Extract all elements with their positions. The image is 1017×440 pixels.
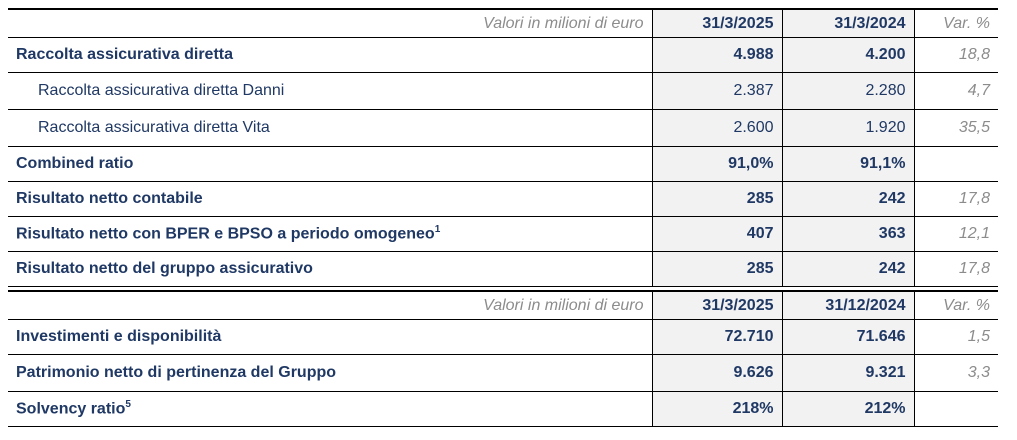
row-label: Raccolta assicurativa diretta: [8, 37, 652, 73]
footnote-marker: 5: [125, 399, 131, 411]
row-variation: 18,8: [914, 37, 998, 73]
section1-col2-header: 31/3/2024: [782, 8, 915, 38]
section2-header-row: Valori in milioni di euro 31/3/2025 31/1…: [8, 290, 998, 320]
row-value-previous: 242: [782, 181, 915, 217]
table-row: Patrimonio netto di pertinenza del Grupp…: [8, 354, 998, 392]
row-value-previous: 4.200: [782, 37, 915, 73]
row-value-previous: 71.646: [782, 319, 915, 355]
row-label: Risultato netto del gruppo assicurativo: [8, 251, 652, 287]
row-value-current: 285: [651, 181, 783, 217]
row-variation: [914, 391, 998, 427]
row-value-previous: 91,1%: [782, 146, 915, 182]
row-value-previous: 9.321: [782, 354, 915, 392]
table-row: Raccolta assicurativa diretta Vita 2.600…: [8, 109, 998, 147]
row-value-previous: 2.280: [782, 72, 915, 110]
row-value-previous: 212%: [782, 391, 915, 427]
table-row: Investimenti e disponibilità 72.710 71.6…: [8, 319, 998, 355]
row-variation: 1,5: [914, 319, 998, 355]
row-value-current: 4.988: [651, 37, 783, 73]
section2-var-header: Var. %: [914, 290, 998, 320]
row-variation: 17,8: [914, 181, 998, 217]
row-label: Risultato netto con BPER e BPSO a period…: [16, 225, 435, 243]
table-row: Combined ratio 91,0% 91,1%: [8, 146, 998, 182]
row-variation: 4,7: [914, 72, 998, 110]
row-value-previous: 363: [782, 216, 915, 252]
table-row: Raccolta assicurativa diretta 4.988 4.20…: [8, 37, 998, 73]
footnote-marker: 1: [434, 224, 441, 236]
row-label: Investimenti e disponibilità: [8, 319, 652, 355]
row-label: Risultato netto contabile: [8, 181, 652, 217]
row-value-current: 9.626: [651, 354, 783, 392]
section2-unit-label: Valori in milioni di euro: [8, 290, 653, 320]
row-label: Combined ratio: [8, 146, 652, 182]
row-label: Raccolta assicurativa diretta Vita: [8, 109, 652, 147]
row-value-previous: 1.920: [782, 109, 915, 147]
table-row: Solvency ratio5 218% 212%: [8, 391, 998, 427]
row-value-current: 72.710: [651, 319, 783, 355]
row-variation: 17,8: [914, 251, 998, 287]
row-value-current: 2.600: [651, 109, 783, 147]
section1-var-header: Var. %: [914, 8, 998, 38]
row-label-with-footnote: Risultato netto con BPER e BPSO a period…: [8, 216, 652, 252]
row-value-current: 91,0%: [651, 146, 783, 182]
financial-highlights-table-container: Valori in milioni di euro 31/3/2025 31/3…: [8, 8, 998, 427]
row-label: Patrimonio netto di pertinenza del Grupp…: [8, 354, 652, 392]
row-label-with-footnote: Solvency ratio5: [8, 391, 652, 427]
section2-col2-header: 31/12/2024: [782, 290, 915, 320]
section1-header-row: Valori in milioni di euro 31/3/2025 31/3…: [8, 8, 998, 38]
row-label: Raccolta assicurativa diretta Danni: [8, 72, 652, 110]
section1-unit-label: Valori in milioni di euro: [8, 8, 653, 38]
table-row: Risultato netto del gruppo assicurativo …: [8, 251, 998, 287]
row-value-current: 2.387: [651, 72, 783, 110]
table-row: Risultato netto con BPER e BPSO a period…: [8, 216, 998, 252]
row-variation: 35,5: [914, 109, 998, 147]
row-label: Solvency ratio: [16, 400, 126, 418]
table-row: Raccolta assicurativa diretta Danni 2.38…: [8, 72, 998, 110]
row-variation: [914, 146, 998, 182]
row-variation: 12,1: [914, 216, 998, 252]
row-value-current: 407: [651, 216, 783, 252]
row-value-current: 285: [651, 251, 783, 287]
financial-highlights-table: Valori in milioni di euro 31/3/2025 31/3…: [8, 8, 998, 427]
row-value-previous: 242: [782, 251, 915, 287]
section2-col1-header: 31/3/2025: [652, 290, 783, 320]
section1-col1-header: 31/3/2025: [652, 8, 783, 38]
table-row: Risultato netto contabile 285 242 17,8: [8, 181, 998, 217]
row-value-current: 218%: [651, 391, 783, 427]
row-variation: 3,3: [914, 354, 998, 392]
